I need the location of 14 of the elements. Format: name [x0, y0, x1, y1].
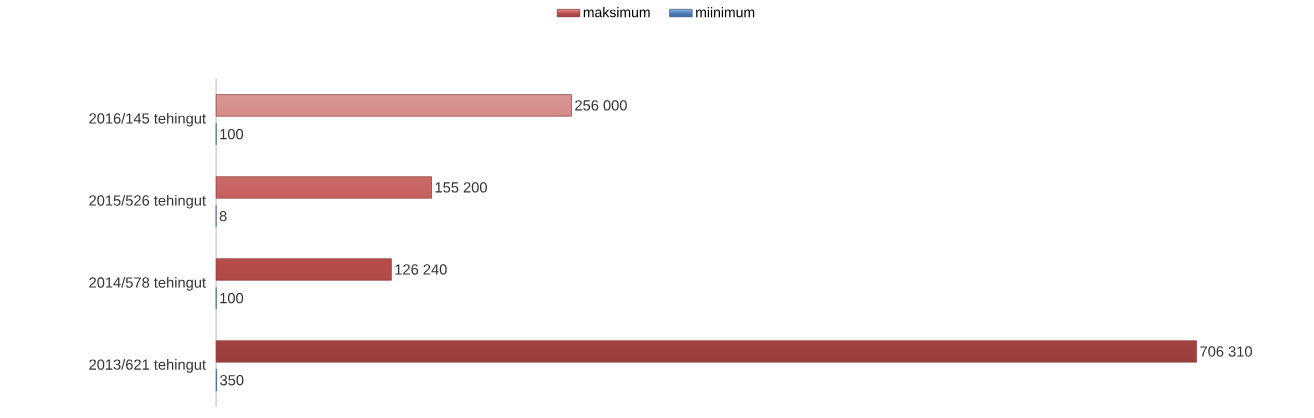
data-label: 350 [220, 375, 244, 386]
legend-label: miinimum [696, 7, 755, 18]
y-tick-label: 2015/526 tehingut [89, 195, 206, 209]
data-label: 8 [219, 211, 227, 222]
data-label: 100 [220, 293, 244, 304]
data-label: 155 200 [435, 182, 487, 193]
legend-label: maksimum [583, 7, 650, 18]
y-tick-label: 2014/578 tehingut [89, 277, 206, 291]
y-tick-label: 2013/621 tehingut [89, 359, 206, 373]
data-label: 126 240 [395, 264, 447, 275]
y-tick-label: 2016/145 tehingut [89, 113, 206, 127]
data-label: 100 [220, 129, 244, 140]
data-label: 706 310 [1200, 346, 1252, 357]
data-label: 256 000 [575, 100, 627, 111]
